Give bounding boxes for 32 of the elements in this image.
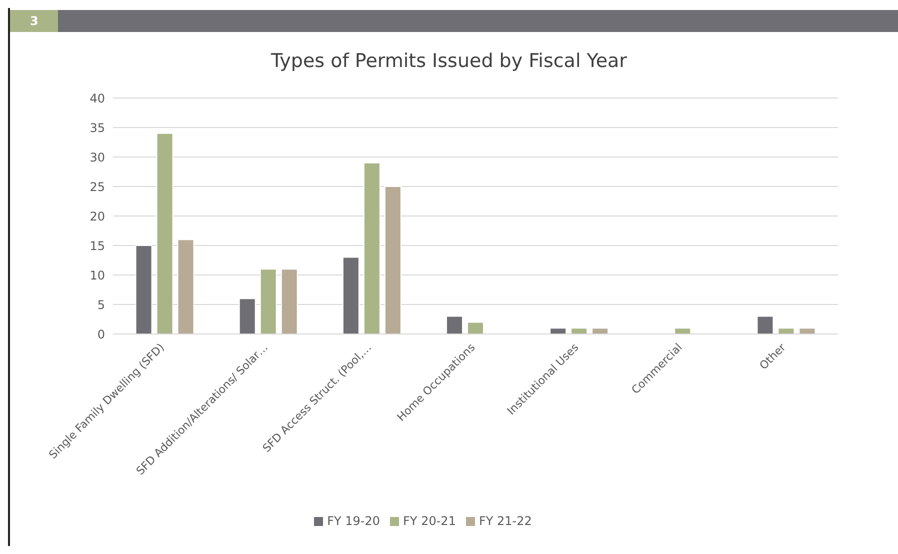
y-tick-label: 40 (90, 91, 105, 106)
bar (756, 316, 774, 334)
legend-label: FY 20-21 (403, 514, 456, 528)
bar (260, 268, 277, 334)
bar (238, 298, 256, 334)
bar (177, 239, 194, 334)
bar (156, 132, 174, 334)
bar (550, 328, 567, 334)
bar (467, 322, 484, 334)
bar (135, 245, 152, 334)
y-tick-label: 35 (90, 120, 105, 135)
bar (363, 162, 380, 334)
y-tick-label: 30 (90, 150, 105, 164)
bar (446, 316, 463, 334)
bar (674, 328, 692, 334)
bar (592, 328, 609, 334)
bar (384, 186, 402, 334)
text: 3 (10, 10, 58, 32)
y-tick-label: 25 (90, 180, 105, 194)
y-tick-label: 20 (90, 209, 105, 224)
y-tick-label: 15 (90, 238, 105, 253)
legend-label: FY 19-20 (327, 514, 380, 528)
bar (778, 328, 795, 334)
bar (798, 328, 816, 334)
y-tick-label: 10 (90, 268, 105, 282)
bar (570, 328, 588, 334)
bar (280, 268, 298, 334)
y-tick-label: 0 (97, 327, 105, 342)
legend-label: FY 21-22 (478, 514, 532, 528)
bar (342, 256, 360, 334)
y-tick-label: 5 (97, 298, 105, 312)
chart-title: Types of Permits Issued by Fiscal Year (270, 50, 628, 72)
